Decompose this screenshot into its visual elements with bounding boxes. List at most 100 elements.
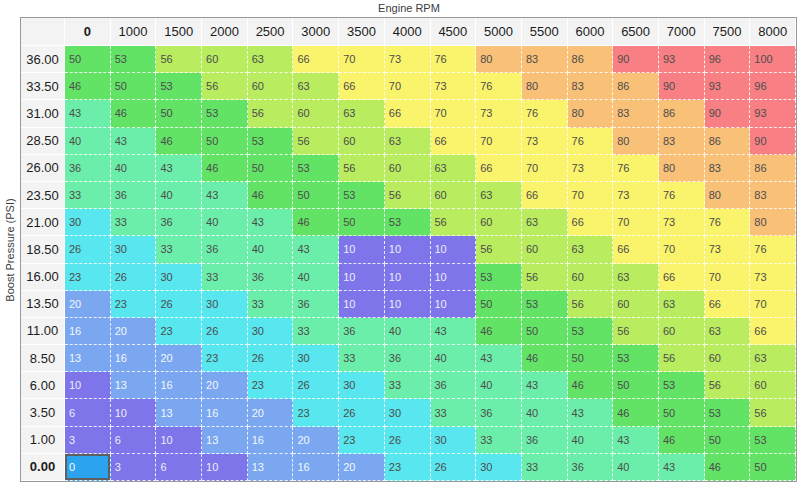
grid-cell[interactable]: 10 <box>431 291 477 318</box>
grid-cell[interactable]: 80 <box>659 155 705 182</box>
grid-cell[interactable]: 56 <box>202 73 248 100</box>
grid-cell[interactable]: 63 <box>568 236 614 263</box>
grid-cell[interactable]: 70 <box>750 291 796 318</box>
grid-cell[interactable]: 66 <box>293 46 339 73</box>
grid-cell[interactable]: 46 <box>476 318 522 345</box>
grid-cell[interactable]: 73 <box>705 236 751 263</box>
grid-cell[interactable]: 86 <box>750 155 796 182</box>
grid-cell[interactable]: 63 <box>385 128 431 155</box>
grid-cell[interactable]: 33 <box>522 454 568 481</box>
grid-cell[interactable]: 60 <box>385 155 431 182</box>
grid-cell[interactable]: 23 <box>156 318 202 345</box>
grid-cell[interactable]: 30 <box>385 399 431 426</box>
row-header-23.50[interactable]: 23.50 <box>21 182 65 209</box>
grid-cell[interactable]: 20 <box>293 427 339 454</box>
grid-cell[interactable]: 36 <box>568 454 614 481</box>
grid-cell[interactable]: 13 <box>111 372 157 399</box>
grid-cell[interactable]: 63 <box>705 318 751 345</box>
grid-cell[interactable]: 70 <box>431 100 477 127</box>
grid-cell[interactable]: 76 <box>659 182 705 209</box>
grid-cell[interactable]: 43 <box>431 318 477 345</box>
grid-cell[interactable]: 66 <box>431 128 477 155</box>
grid-cell[interactable]: 43 <box>522 372 568 399</box>
grid-cell[interactable]: 46 <box>248 182 294 209</box>
grid-cell[interactable]: 3 <box>65 427 111 454</box>
column-header-4000[interactable]: 4000 <box>385 18 431 46</box>
grid-cell[interactable]: 96 <box>750 73 796 100</box>
grid-cell[interactable]: 60 <box>476 209 522 236</box>
grid-cell[interactable]: 60 <box>568 264 614 291</box>
column-header-6000[interactable]: 6000 <box>568 18 614 46</box>
grid-cell[interactable]: 56 <box>522 264 568 291</box>
grid-cell[interactable]: 40 <box>476 372 522 399</box>
grid-cell[interactable]: 40 <box>522 399 568 426</box>
grid-cell[interactable]: 50 <box>111 73 157 100</box>
grid-cell[interactable]: 60 <box>248 73 294 100</box>
grid-cell[interactable]: 70 <box>522 155 568 182</box>
grid-cell[interactable]: 90 <box>750 128 796 155</box>
grid-cell[interactable]: 73 <box>431 73 477 100</box>
grid-cell[interactable]: 56 <box>431 209 477 236</box>
grid-cell[interactable]: 13 <box>156 399 202 426</box>
grid-cell[interactable]: 80 <box>705 182 751 209</box>
row-header-16.00[interactable]: 16.00 <box>21 264 65 291</box>
grid-cell[interactable]: 43 <box>202 182 248 209</box>
grid-cell[interactable]: 66 <box>750 318 796 345</box>
row-header-18.50[interactable]: 18.50 <box>21 236 65 263</box>
grid-cell[interactable]: 73 <box>568 155 614 182</box>
grid-cell[interactable]: 53 <box>522 291 568 318</box>
grid-cell[interactable]: 30 <box>111 236 157 263</box>
grid-cell[interactable]: 70 <box>476 128 522 155</box>
grid-cell[interactable]: 43 <box>613 427 659 454</box>
grid-cell[interactable]: 10 <box>339 291 385 318</box>
column-header-6500[interactable]: 6500 <box>613 18 659 46</box>
grid-cell[interactable]: 36 <box>111 182 157 209</box>
grid-cell[interactable]: 56 <box>750 399 796 426</box>
grid-cell[interactable]: 26 <box>156 291 202 318</box>
grid-cell[interactable]: 50 <box>65 46 111 73</box>
grid-cell[interactable]: 33 <box>293 318 339 345</box>
grid-cell[interactable]: 63 <box>522 209 568 236</box>
grid-cell[interactable]: 43 <box>156 155 202 182</box>
grid-cell[interactable]: 50 <box>202 128 248 155</box>
grid-cell[interactable]: 76 <box>476 73 522 100</box>
grid-cell[interactable]: 43 <box>568 399 614 426</box>
grid-cell[interactable]: 80 <box>750 209 796 236</box>
column-header-2000[interactable]: 2000 <box>202 18 248 46</box>
grid-cell[interactable]: 53 <box>202 100 248 127</box>
grid-cell[interactable]: 56 <box>248 100 294 127</box>
grid-cell[interactable]: 23 <box>385 454 431 481</box>
grid-cell[interactable]: 56 <box>568 291 614 318</box>
grid-cell[interactable]: 53 <box>111 46 157 73</box>
grid-cell[interactable]: 10 <box>339 264 385 291</box>
grid-cell[interactable]: 40 <box>568 427 614 454</box>
grid-cell[interactable]: 76 <box>522 100 568 127</box>
grid-cell[interactable]: 53 <box>248 128 294 155</box>
grid-cell[interactable]: 33 <box>431 399 477 426</box>
grid-cell[interactable]: 10 <box>385 236 431 263</box>
grid-cell[interactable]: 13 <box>248 454 294 481</box>
grid-cell[interactable]: 83 <box>705 155 751 182</box>
grid-cell[interactable]: 33 <box>156 236 202 263</box>
grid-cell[interactable]: 66 <box>613 236 659 263</box>
grid-cell[interactable]: 6 <box>156 454 202 481</box>
grid-cell[interactable]: 46 <box>293 209 339 236</box>
row-header-1.00[interactable]: 1.00 <box>21 427 65 454</box>
grid-cell[interactable]: 46 <box>202 155 248 182</box>
grid-cell[interactable]: 26 <box>339 399 385 426</box>
grid-cell[interactable]: 46 <box>522 345 568 372</box>
column-header-4500[interactable]: 4500 <box>431 18 477 46</box>
grid-cell[interactable]: 10 <box>431 236 477 263</box>
grid-cell[interactable]: 26 <box>293 372 339 399</box>
grid-cell[interactable]: 60 <box>339 128 385 155</box>
grid-cell[interactable]: 70 <box>613 209 659 236</box>
grid-cell[interactable]: 43 <box>111 128 157 155</box>
grid-cell[interactable]: 53 <box>476 264 522 291</box>
grid-cell[interactable]: 23 <box>293 399 339 426</box>
grid-cell[interactable]: 70 <box>339 46 385 73</box>
grid-cell[interactable]: 66 <box>705 291 751 318</box>
grid-cell[interactable]: 40 <box>431 345 477 372</box>
grid-cell[interactable]: 20 <box>65 291 111 318</box>
row-header-13.50[interactable]: 13.50 <box>21 291 65 318</box>
grid-cell[interactable]: 73 <box>659 209 705 236</box>
